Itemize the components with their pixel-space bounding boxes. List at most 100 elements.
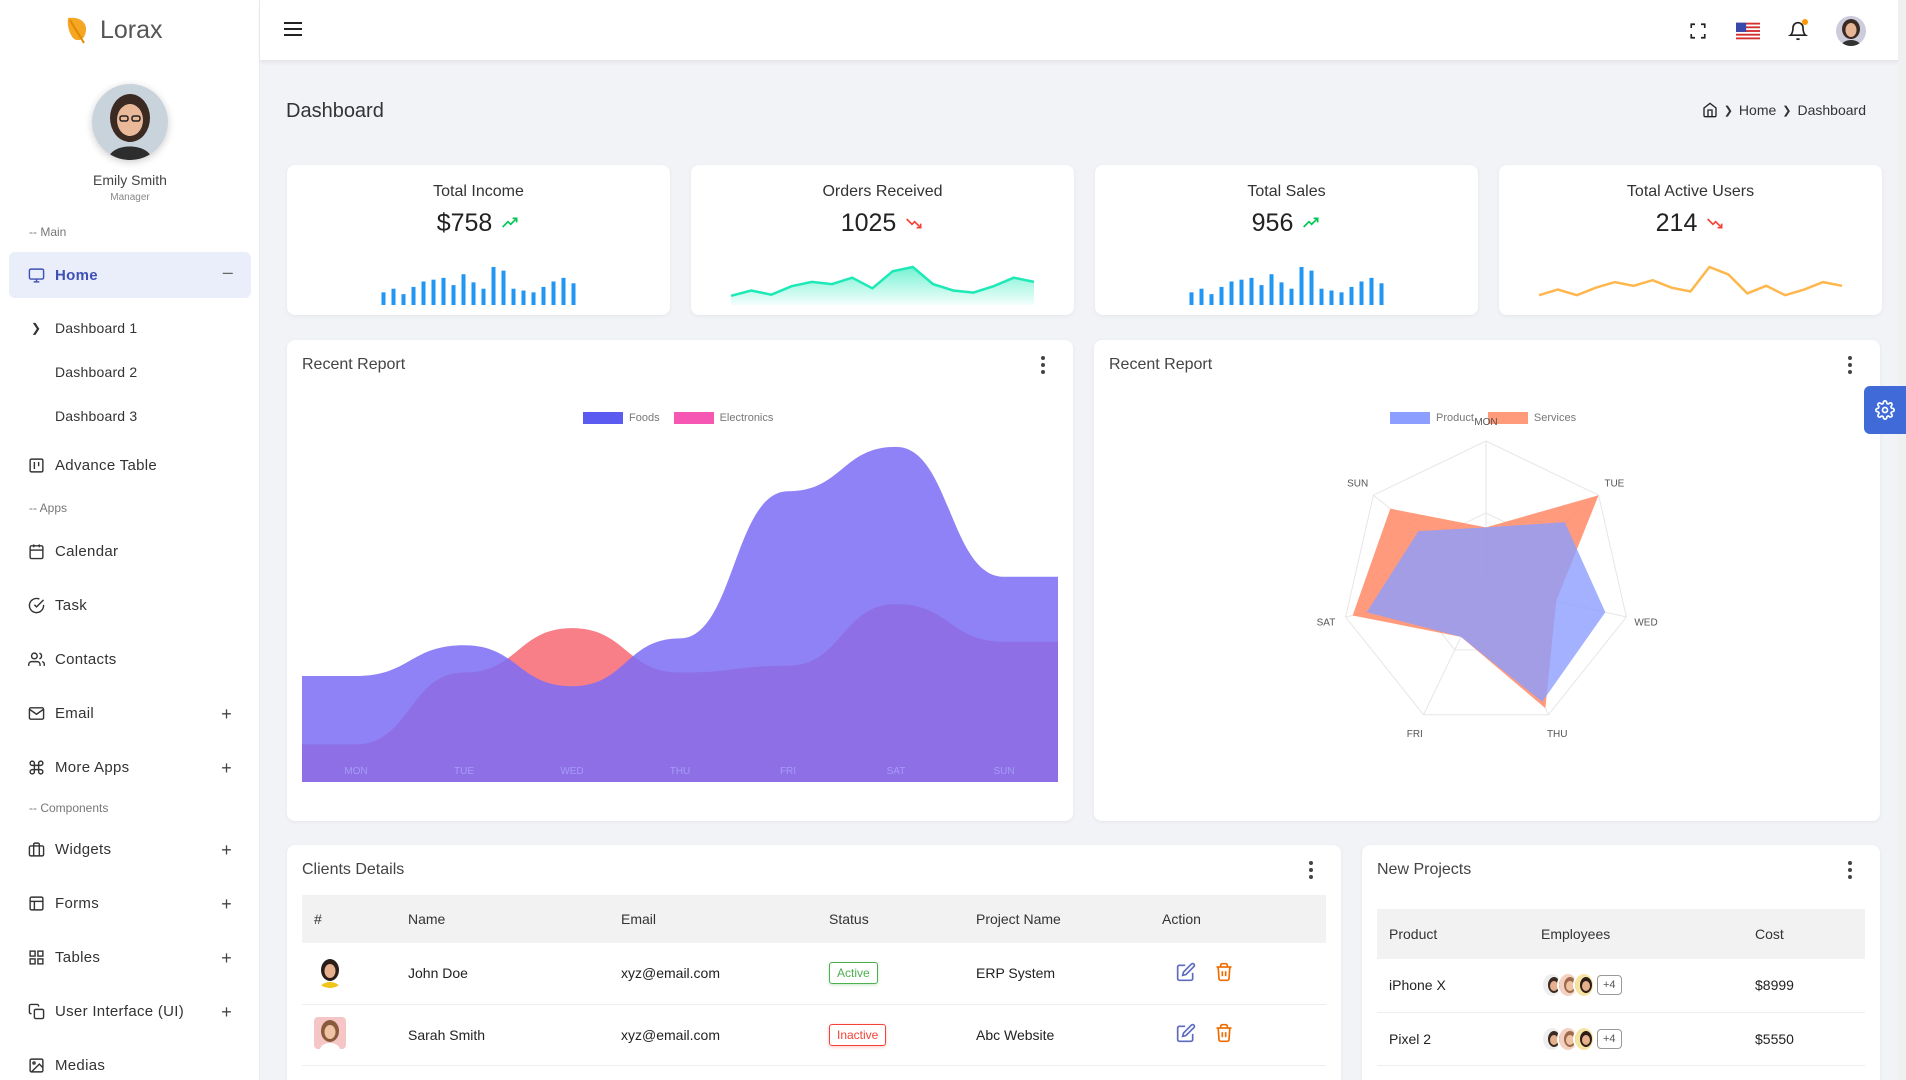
status-badge: Inactive	[829, 1023, 887, 1046]
settings-gear-button[interactable]	[1864, 386, 1906, 434]
projects-table: Product Employees Cost iPhone X +4	[1377, 909, 1865, 1066]
user-avatar[interactable]	[1836, 16, 1866, 46]
app-logo[interactable]: Lorax	[64, 12, 163, 48]
column-header[interactable]: Cost	[1743, 909, 1865, 959]
app-name: Lorax	[100, 15, 163, 44]
sidebar-item-task[interactable]: Task	[0, 578, 260, 632]
legend-item[interactable]: Foods	[583, 412, 660, 425]
topbar	[260, 0, 1906, 61]
spark-bar	[431, 279, 436, 305]
chevron-right-icon: ❯	[1782, 104, 1792, 117]
notification-bell-icon[interactable]	[1786, 19, 1810, 43]
spark-bar	[1219, 286, 1224, 305]
chevron-right-icon: ❯	[1723, 104, 1733, 117]
breadcrumb-home[interactable]: Home	[1738, 102, 1777, 118]
sidebar-item-dashboard-3[interactable]: Dashboard 3	[0, 394, 260, 438]
employee-avatar	[1573, 972, 1595, 999]
employee-avatars[interactable]: +4	[1541, 972, 1743, 999]
sidebar-item-email[interactable]: Email +	[0, 686, 260, 740]
expand-icon[interactable]: +	[221, 758, 232, 778]
column-header[interactable]: Product	[1377, 909, 1529, 959]
employee-avatars[interactable]: +4	[1541, 1025, 1743, 1052]
column-header[interactable]: Status	[817, 895, 964, 943]
expand-icon[interactable]: +	[221, 894, 232, 914]
delete-icon[interactable]	[1214, 962, 1234, 985]
more-employees-badge[interactable]: +4	[1597, 975, 1622, 996]
x-tick-label: TUE	[454, 766, 474, 777]
legend-item[interactable]: Services	[1487, 412, 1576, 425]
stat-value: $758	[436, 209, 493, 237]
sidebar-item-medias[interactable]: Medias	[0, 1038, 260, 1080]
sidebar-item-more-apps[interactable]: More Apps +	[0, 740, 260, 794]
spark-bar	[541, 286, 546, 305]
task-icon	[27, 596, 45, 614]
stat-value: 214	[1655, 209, 1698, 237]
sidebar-item-dashboard-1[interactable]: ❯ Dashboard 1	[0, 306, 260, 350]
spark-bar	[1269, 274, 1274, 305]
sidebar-item-home[interactable]: Home –	[9, 252, 251, 298]
edit-icon[interactable]	[1176, 962, 1196, 985]
spark-bar	[441, 277, 446, 305]
more-options-icon[interactable]	[1848, 356, 1852, 377]
sidebar-item-dashboard-2[interactable]: Dashboard 2	[0, 350, 260, 394]
column-header[interactable]: Project Name	[964, 895, 1150, 943]
more-options-icon[interactable]	[1309, 861, 1313, 882]
edit-icon[interactable]	[1176, 1023, 1196, 1046]
sidebar-item-calendar[interactable]: Calendar	[0, 524, 260, 578]
sidebar-menu: -- Main Home – ❯ Dashboard 1 Dashboard 2…	[0, 222, 260, 1080]
recent-report-radar-card: Recent Report Product Services MON TUE WED…	[1094, 340, 1880, 821]
more-employees-badge[interactable]: +4	[1597, 1028, 1622, 1049]
sidebar-item-advance-table[interactable]: Advance Table	[0, 438, 260, 492]
expand-icon[interactable]: +	[221, 1002, 232, 1022]
spark-bar	[571, 283, 576, 305]
spark-bar	[421, 281, 426, 305]
sidebar-item-widgets[interactable]: Widgets +	[0, 822, 260, 876]
more-options-icon[interactable]	[1041, 356, 1045, 377]
mail-icon	[27, 704, 45, 722]
clients-table: # Name Email Status Project Name Action …	[302, 895, 1326, 1066]
stat-sparkline	[730, 265, 1035, 305]
table-row[interactable]: John Doe xyz@email.com Active ERP System	[302, 943, 1326, 1005]
area-series-foods	[302, 446, 1058, 782]
collapse-icon[interactable]: –	[222, 262, 233, 282]
client-project: Abc Website	[964, 1004, 1150, 1066]
sidebar-item-label: Dashboard 3	[55, 408, 138, 424]
sidebar-item-contacts[interactable]: Contacts	[0, 632, 260, 686]
legend-item[interactable]: Electronics	[673, 412, 773, 425]
spark-line	[730, 265, 1035, 298]
radar-grid	[1345, 440, 1627, 716]
profile-avatar[interactable]	[92, 84, 168, 160]
spark-bar	[521, 290, 526, 305]
home-icon[interactable]	[1702, 102, 1718, 118]
stat-title: Total Active Users	[1626, 183, 1755, 200]
chart-legend: Foods Electronics	[583, 412, 773, 425]
sidebar-item-label: Home	[55, 266, 98, 284]
more-options-icon[interactable]	[1848, 861, 1852, 882]
spark-bar	[501, 270, 506, 305]
product-name: Pixel 2	[1377, 1012, 1529, 1066]
status-badge: Active	[829, 962, 878, 985]
spark-bar	[461, 274, 466, 305]
sidebar-item-user-interface[interactable]: User Interface (UI) +	[0, 984, 260, 1038]
page-scrollbar[interactable]	[1898, 0, 1906, 1080]
card-title: New Projects	[1377, 861, 1472, 878]
expand-icon[interactable]: +	[221, 704, 232, 724]
table-row[interactable]: Pixel 2 +4 $5550	[1377, 1012, 1865, 1066]
us-flag-icon[interactable]	[1736, 19, 1760, 43]
fullscreen-icon[interactable]	[1686, 19, 1710, 43]
menu-toggle-icon[interactable]	[284, 22, 302, 40]
client-name: John Doe	[396, 943, 609, 1005]
column-header[interactable]: Name	[396, 895, 609, 943]
sidebar-item-tables[interactable]: Tables +	[0, 930, 260, 984]
spark-bar	[551, 281, 556, 305]
column-header[interactable]: Email	[609, 895, 817, 943]
expand-icon[interactable]: +	[221, 840, 232, 860]
table-icon	[27, 456, 45, 474]
legend-item[interactable]: Product	[1390, 412, 1474, 425]
table-row[interactable]: Sarah Smith xyz@email.com Inactive Abc W…	[302, 1004, 1326, 1066]
table-row[interactable]: iPhone X +4 $8999	[1377, 959, 1865, 1013]
sidebar-item-forms[interactable]: Forms +	[0, 876, 260, 930]
expand-icon[interactable]: +	[221, 948, 232, 968]
breadcrumb: ❯ Home ❯ Dashboard	[1702, 102, 1866, 118]
delete-icon[interactable]	[1214, 1023, 1234, 1046]
